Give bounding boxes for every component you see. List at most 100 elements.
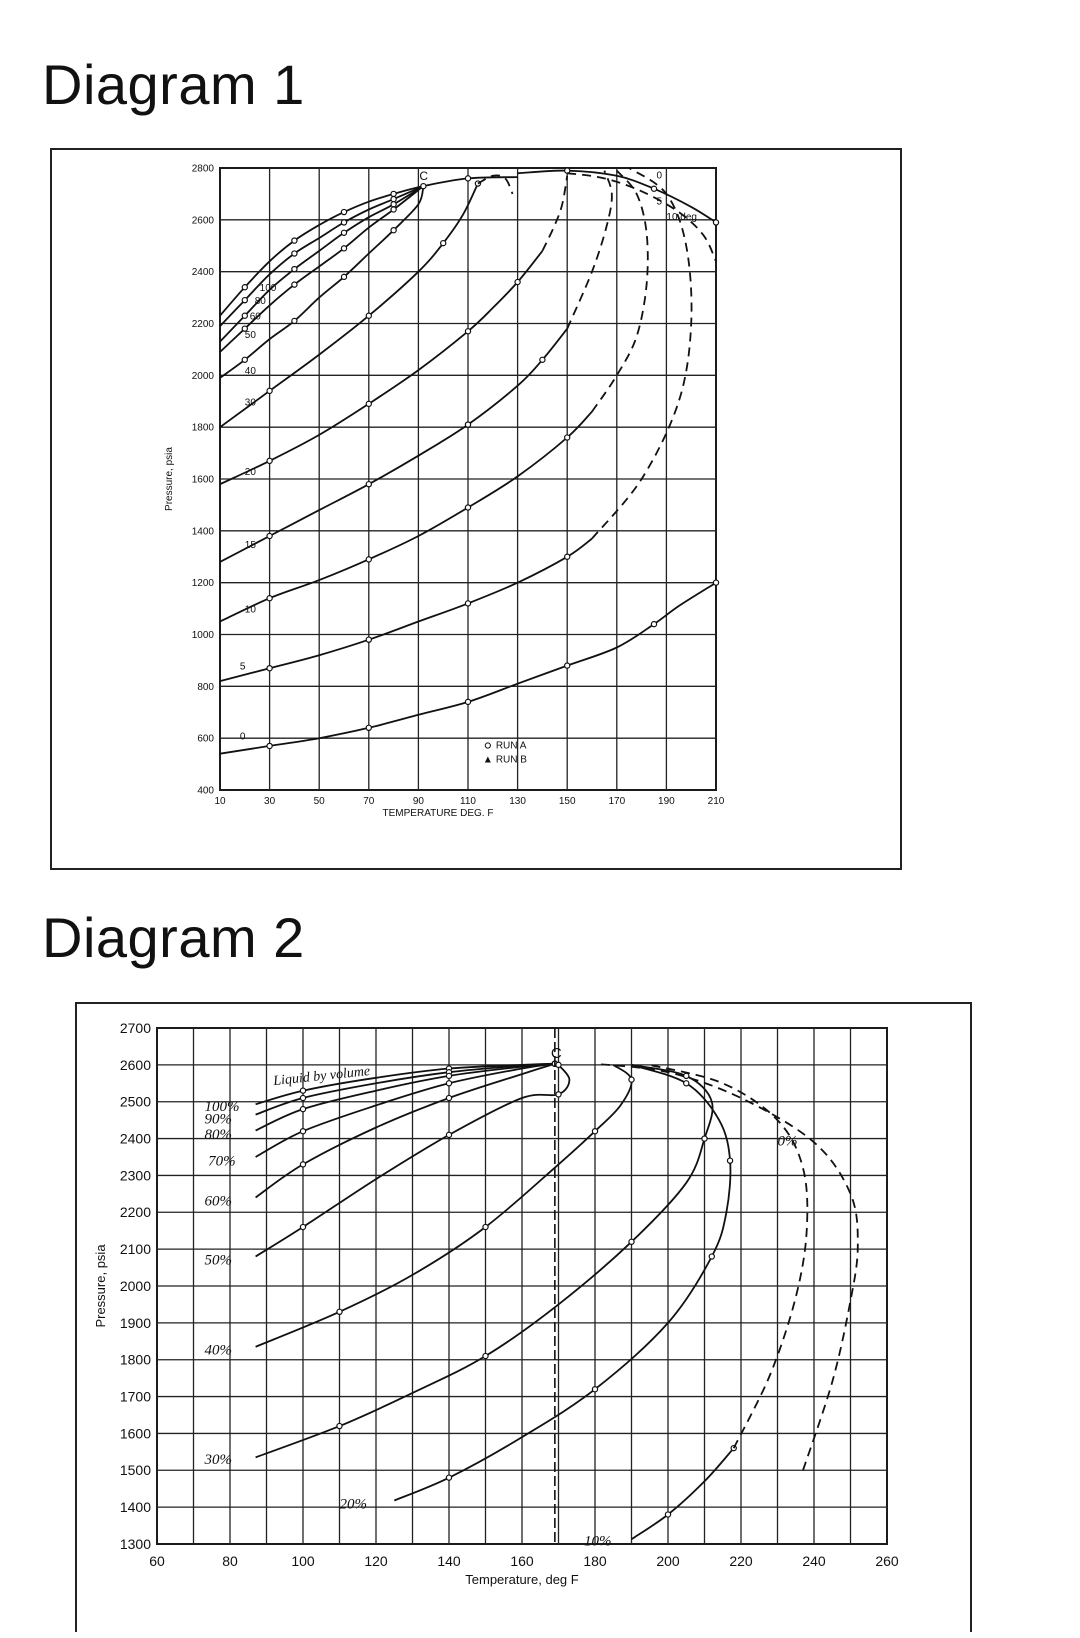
data-point: [336, 1422, 343, 1430]
data-point: [291, 317, 298, 325]
y-tick-label: 2300: [120, 1167, 151, 1183]
series-line-6: [477, 174, 514, 195]
data-point: [464, 504, 472, 511]
series-line-1: [219, 185, 424, 327]
data-point: [299, 1127, 307, 1135]
curve-label: 40%: [204, 1342, 232, 1358]
data-point: [650, 185, 658, 192]
data-point: [365, 724, 372, 732]
curve-label: 10: [245, 605, 257, 616]
series-line-17: [567, 172, 717, 262]
data-point: [299, 1087, 307, 1094]
data-point: [464, 175, 472, 182]
x-tick-label: 150: [559, 796, 576, 807]
y-tick-label: 1400: [120, 1499, 151, 1515]
series-line-10: [566, 170, 613, 330]
legend-marker-run-a: [484, 742, 491, 749]
series-line-9: [630, 1447, 735, 1540]
data-point: [365, 400, 372, 408]
data-point: [241, 284, 248, 291]
series-line-7: [219, 250, 544, 486]
critical-point-label: C: [551, 1045, 562, 1062]
y-tick-label: 1400: [192, 526, 215, 537]
y-tick-label: 1300: [120, 1536, 151, 1552]
data-point: [482, 1223, 489, 1231]
curve-label: 50%: [204, 1252, 232, 1268]
y-tick-label: 1600: [192, 475, 215, 486]
data-point: [340, 245, 348, 252]
curve-label: 50: [245, 330, 257, 341]
legend-marker-run-b: [484, 756, 491, 763]
y-tick-label: 2200: [120, 1204, 151, 1220]
data-point: [266, 457, 273, 465]
data-point: [683, 1072, 690, 1080]
y-tick-label: 2000: [120, 1278, 151, 1294]
data-point: [340, 219, 348, 226]
y-tick-label: 1500: [120, 1462, 151, 1478]
y-tick-label: 1800: [120, 1352, 151, 1368]
data-point: [390, 201, 397, 208]
series-line-4: [219, 185, 425, 379]
curve-label: 15: [245, 540, 257, 551]
series-line-7: [255, 1064, 714, 1459]
y-axis-title: Pressure, psia: [164, 447, 175, 511]
diagram-1-chart: 10 30 50 70 90 110 130 150 170 190 210400600800100…: [164, 164, 725, 820]
data-point: [701, 1135, 708, 1142]
x-tick-label: 240: [802, 1553, 826, 1569]
y-tick-label: 2100: [120, 1241, 151, 1257]
curve-label: 10%: [584, 1533, 612, 1549]
data-point: [514, 278, 521, 286]
data-point: [365, 636, 372, 643]
data-point: [564, 167, 571, 174]
data-point: [336, 1308, 343, 1315]
data-point: [266, 595, 273, 602]
data-point: [464, 421, 472, 428]
data-point: [464, 600, 472, 607]
x-tick-label: 80: [222, 1553, 238, 1569]
data-point: [299, 1223, 307, 1231]
x-tick-label: 260: [875, 1553, 899, 1569]
x-axis-title: TEMPERATURE DEG. F: [383, 808, 494, 819]
curve-label: 100: [260, 283, 277, 294]
data-point: [726, 1157, 734, 1164]
y-tick-label: 600: [197, 734, 214, 745]
curve-label: 80: [255, 296, 267, 307]
series-line-11: [594, 1062, 859, 1471]
data-point: [365, 480, 372, 488]
data-point: [241, 325, 248, 332]
diagram-2-frame: 60 80 100 120 140 160 180 200 220 240 260 1300 1400 1…: [75, 1002, 972, 1632]
diagram-1-frame: 10 30 50 70 90 110 130 150 170 190 210 400 600 800 100…: [50, 148, 902, 870]
diagram-1-title: Diagram 1: [42, 53, 305, 116]
data-point: [390, 195, 397, 203]
x-tick-label: 170: [608, 796, 625, 807]
data-point: [241, 312, 248, 319]
data-point: [683, 1080, 690, 1087]
series-line-16: [517, 169, 717, 224]
y-tick-label: 2000: [192, 371, 215, 382]
data-point: [664, 1511, 672, 1518]
x-tick-label: 30: [264, 796, 276, 807]
y-tick-label: 1000: [192, 630, 215, 641]
x-tick-label: 10: [214, 796, 226, 807]
data-point: [712, 579, 720, 586]
series-line-8: [541, 175, 569, 252]
curve-label: 40: [245, 366, 257, 377]
curve-label: 60%: [204, 1193, 232, 1209]
x-tick-label: 90: [413, 796, 425, 807]
data-point: [628, 1076, 635, 1083]
curve-label: 60: [250, 312, 262, 323]
data-point: [266, 387, 273, 395]
data-point: [708, 1253, 716, 1260]
data-point: [266, 664, 273, 672]
data-point: [482, 1352, 489, 1360]
curve-label: 30: [245, 397, 257, 408]
x-tick-label: 180: [583, 1553, 607, 1569]
series-line-11: [219, 410, 593, 623]
liquid-by-volume-annotation: Liquid by volume: [272, 1064, 371, 1089]
data-point: [464, 698, 472, 706]
diagram-2-title: Diagram 2: [42, 906, 305, 969]
data-point: [591, 1386, 599, 1393]
series-line-13: [219, 537, 593, 682]
curve-label: 5: [240, 662, 246, 673]
x-axis-title: Temperature, deg F: [465, 1572, 579, 1587]
